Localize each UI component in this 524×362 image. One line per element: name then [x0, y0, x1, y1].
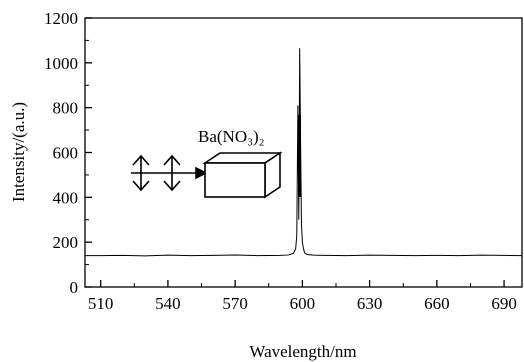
x-tick-label: 630	[357, 294, 383, 313]
x-tick-label: 600	[290, 294, 316, 313]
x-tick-label: 690	[491, 294, 517, 313]
x-tick-label: 570	[222, 294, 248, 313]
y-tick-label: 400	[53, 188, 79, 207]
y-axis-label: Intensity/(a.u.)	[9, 102, 28, 202]
y-tick-label: 0	[70, 278, 79, 297]
crystal-label: Ba(NO₃)₂	[198, 127, 265, 146]
inset-diagram: Ba(NO₃)₂	[131, 127, 283, 199]
y-tick-label: 800	[53, 99, 79, 118]
y-tick-label: 1200	[44, 9, 78, 28]
spectrum-line	[85, 48, 523, 257]
y-tick-label: 600	[53, 144, 79, 163]
crystal-box-icon	[202, 151, 283, 199]
y-axis: 0 200 400 600 800 1000 1200	[44, 9, 92, 297]
y-tick-label: 1000	[44, 54, 78, 73]
beam-arrow-icon	[131, 166, 208, 180]
y-tick-label: 200	[53, 233, 79, 252]
x-tick-label: 660	[424, 294, 450, 313]
x-axis-label: Wavelength/nm	[249, 342, 356, 361]
plot-area: 0 200 400 600 800 1000 1200 510 540 570 600 630 660…	[44, 9, 523, 313]
x-tick-label: 540	[155, 294, 181, 313]
x-axis: 510 540 570 600 630 660 690	[88, 280, 517, 313]
x-tick-label: 510	[88, 294, 114, 313]
